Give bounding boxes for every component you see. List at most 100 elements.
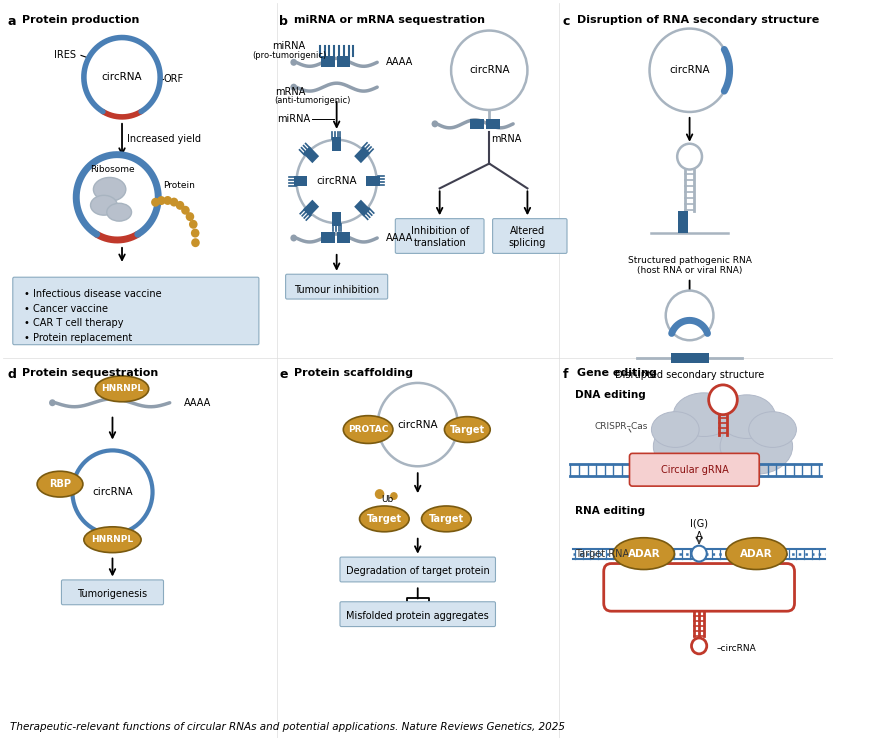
Circle shape [190,229,199,238]
FancyBboxPatch shape [340,557,495,582]
Ellipse shape [613,538,673,570]
FancyBboxPatch shape [469,119,483,129]
Text: IRES: IRES [54,50,76,60]
Text: b: b [279,15,288,27]
Text: Protein production: Protein production [22,15,139,24]
FancyBboxPatch shape [321,56,335,67]
Text: Ribosome: Ribosome [90,165,135,174]
Circle shape [83,38,160,117]
Bar [294,176,307,187]
Ellipse shape [93,177,126,202]
Bar [302,146,319,163]
Text: HNRNPL: HNRNPL [91,535,133,544]
Text: RNA editing: RNA editing [574,506,645,516]
Ellipse shape [673,393,733,436]
Ellipse shape [83,527,141,553]
Text: circRNA: circRNA [668,65,709,76]
Ellipse shape [107,203,131,221]
Circle shape [72,451,152,534]
Text: Therapeutic-relevant functions of circular RNAs and potential applications. Natu: Therapeutic-relevant functions of circul… [10,722,565,732]
Text: Inhibition of
translation: Inhibition of translation [410,226,468,247]
Circle shape [189,220,197,229]
Circle shape [76,155,158,240]
Text: ORF: ORF [163,74,184,84]
Text: HNRNPL: HNRNPL [101,385,143,393]
Text: RBP: RBP [49,479,71,489]
FancyBboxPatch shape [677,211,687,233]
Circle shape [708,385,736,415]
Text: DNA editing: DNA editing [574,390,645,400]
Text: a: a [8,15,16,27]
Ellipse shape [421,506,471,532]
Text: ADAR: ADAR [627,548,660,559]
Circle shape [169,198,178,207]
Text: Protein scaffolding: Protein scaffolding [294,368,412,378]
Text: Disrupted secondary structure: Disrupted secondary structure [614,370,763,380]
Text: circRNA: circRNA [92,487,133,497]
Circle shape [191,238,200,247]
FancyBboxPatch shape [629,453,759,486]
Text: Disruption of RNA secondary structure: Disruption of RNA secondary structure [576,15,819,24]
Text: • Infectious disease vaccine: • Infectious disease vaccine [23,288,162,299]
Text: (pro-tumorigenic): (pro-tumorigenic) [251,51,326,60]
Text: circRNA: circRNA [468,65,509,76]
Text: Target: Target [449,425,484,434]
FancyBboxPatch shape [321,232,335,243]
Text: circRNA: circRNA [316,176,356,187]
Text: ADAR: ADAR [740,548,772,559]
Circle shape [431,120,438,127]
Circle shape [649,29,729,112]
FancyBboxPatch shape [670,353,708,363]
Bar [302,199,319,216]
Text: –circRNA: –circRNA [715,645,755,654]
Ellipse shape [37,471,83,497]
Text: Structured pathogenic RNA
(host RNA or viral RNA): Structured pathogenic RNA (host RNA or v… [627,256,751,275]
Circle shape [375,489,384,499]
Text: Misfolded protein aggregates: Misfolded protein aggregates [346,611,488,621]
FancyBboxPatch shape [603,564,793,611]
Text: Target: Target [367,514,401,524]
Text: Circular gRNA: Circular gRNA [660,465,728,475]
Text: f: f [562,368,567,381]
Bar [354,146,370,163]
Bar [331,212,341,226]
FancyBboxPatch shape [492,219,567,253]
Text: e: e [279,368,288,381]
Circle shape [290,235,296,242]
Circle shape [451,30,527,110]
Ellipse shape [720,419,792,474]
Circle shape [185,212,194,221]
Bar [366,176,379,187]
Text: Ub: Ub [381,494,393,504]
Ellipse shape [90,196,117,215]
Circle shape [377,383,457,466]
Text: I(G): I(G) [689,519,707,529]
Text: PROTAC: PROTAC [348,425,388,434]
Text: circRNA: circRNA [102,72,143,82]
Text: • Protein replacement: • Protein replacement [23,333,132,343]
Text: • Cancer vaccine: • Cancer vaccine [23,304,108,313]
FancyBboxPatch shape [486,119,499,129]
Ellipse shape [725,538,786,570]
FancyBboxPatch shape [340,602,495,627]
Circle shape [691,638,706,654]
Text: Increased yield: Increased yield [127,134,201,144]
Text: Altered
splicing: Altered splicing [508,226,546,247]
Circle shape [290,59,296,66]
Bar [331,137,341,150]
Circle shape [676,144,701,170]
Text: Tumour inhibition: Tumour inhibition [294,285,379,295]
Ellipse shape [343,416,393,443]
Ellipse shape [663,395,781,474]
Ellipse shape [96,376,149,402]
Text: Tumorigenesis: Tumorigenesis [77,589,148,599]
Ellipse shape [748,412,795,448]
FancyBboxPatch shape [62,580,163,605]
Text: circRNA: circRNA [397,419,437,430]
FancyBboxPatch shape [13,277,259,345]
Circle shape [296,140,376,223]
Text: mRNA: mRNA [491,134,521,144]
Circle shape [665,290,713,340]
FancyBboxPatch shape [395,219,483,253]
Text: Gene editing: Gene editing [576,368,656,378]
